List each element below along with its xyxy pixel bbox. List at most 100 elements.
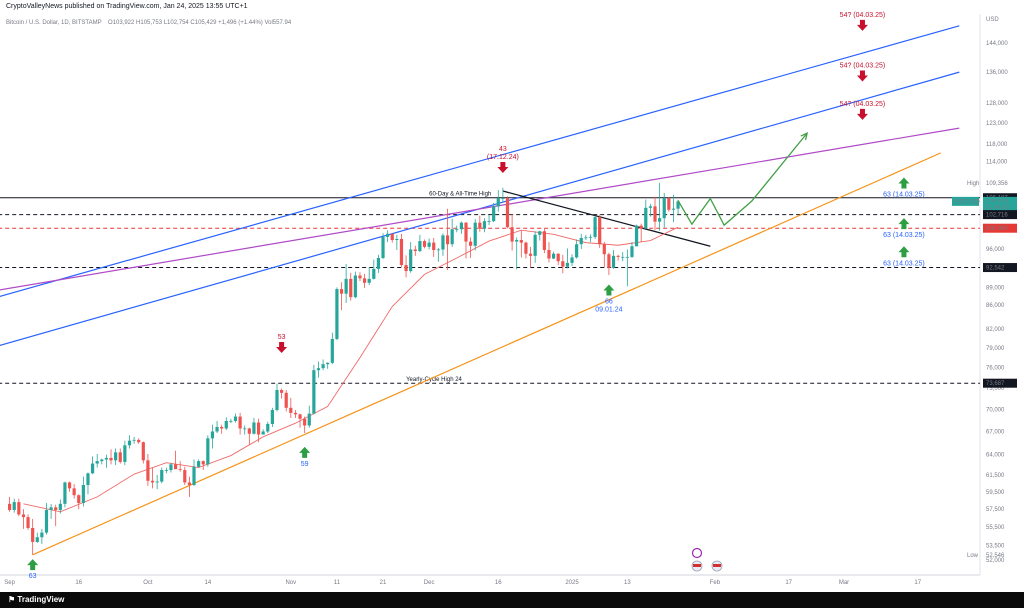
candle[interactable] — [579, 237, 583, 245]
candle[interactable] — [450, 229, 454, 245]
candle[interactable] — [26, 517, 30, 528]
candle[interactable] — [519, 240, 523, 243]
candle[interactable] — [243, 428, 247, 430]
candle[interactable] — [639, 225, 643, 229]
candle[interactable] — [330, 338, 334, 363]
candle[interactable] — [616, 255, 620, 257]
candle[interactable] — [270, 409, 274, 424]
candle[interactable] — [418, 241, 422, 252]
event-icons[interactable] — [691, 547, 723, 572]
price-tag[interactable] — [983, 210, 1017, 220]
candle[interactable] — [427, 242, 431, 247]
candle[interactable] — [492, 206, 496, 222]
candle[interactable] — [261, 431, 265, 435]
candle[interactable] — [326, 362, 330, 365]
candle[interactable] — [367, 278, 371, 283]
candle[interactable] — [123, 445, 127, 462]
price-tag[interactable] — [983, 196, 1017, 206]
candle[interactable] — [662, 198, 666, 219]
tradingview-logo[interactable]: ⚑ TradingView — [8, 595, 64, 604]
candle[interactable] — [12, 502, 16, 510]
candle[interactable] — [395, 238, 399, 241]
candle[interactable] — [21, 514, 26, 518]
candle[interactable] — [187, 482, 191, 485]
candle[interactable] — [528, 253, 533, 256]
candle[interactable] — [8, 503, 12, 510]
candle[interactable] — [432, 242, 436, 250]
candle[interactable] — [335, 289, 339, 339]
price-axis[interactable]: 144,000 136,000 128,000 123,000 118,000 114,0… — [952, 17, 1017, 564]
candle[interactable] — [132, 439, 136, 441]
candle[interactable] — [533, 234, 537, 256]
candle[interactable] — [358, 275, 362, 279]
candle[interactable] — [173, 464, 178, 470]
candle[interactable] — [118, 452, 122, 462]
candle[interactable] — [197, 461, 201, 467]
candle[interactable] — [349, 278, 353, 298]
candle[interactable] — [353, 275, 357, 298]
candle[interactable] — [469, 241, 473, 246]
candle[interactable] — [206, 438, 210, 465]
candle[interactable] — [362, 278, 367, 283]
candle[interactable] — [501, 198, 505, 199]
candle[interactable] — [146, 460, 150, 481]
candle[interactable] — [561, 261, 565, 267]
candle[interactable] — [658, 218, 662, 222]
candle[interactable] — [538, 231, 542, 235]
candle[interactable] — [220, 426, 224, 429]
candle[interactable] — [275, 390, 279, 410]
candle[interactable] — [611, 255, 616, 268]
candle[interactable] — [630, 246, 634, 257]
price-tag[interactable] — [983, 378, 1017, 388]
candle[interactable] — [390, 233, 394, 241]
candle[interactable] — [58, 503, 62, 510]
candle[interactable] — [298, 414, 302, 419]
candle[interactable] — [114, 452, 118, 461]
candles[interactable] — [8, 182, 680, 555]
candle[interactable] — [653, 206, 657, 222]
candle[interactable] — [169, 464, 173, 471]
candle[interactable] — [17, 502, 21, 515]
horizontal-levels[interactable]: 60-Day & All-Time High Yearly-Cycle High … — [0, 192, 980, 576]
candle[interactable] — [49, 507, 53, 510]
candle[interactable] — [100, 459, 104, 462]
candle[interactable] — [372, 268, 376, 279]
candle[interactable] — [648, 206, 652, 208]
candle[interactable] — [547, 249, 551, 259]
candle[interactable] — [201, 461, 205, 465]
candle[interactable] — [252, 422, 256, 434]
candle[interactable] — [482, 221, 487, 229]
candle[interactable] — [404, 265, 408, 272]
candle[interactable] — [505, 198, 510, 228]
candle[interactable] — [224, 420, 228, 429]
candle[interactable] — [31, 527, 35, 542]
trendline[interactable] — [0, 127, 960, 291]
candle[interactable] — [445, 235, 450, 245]
time-axis[interactable]: Sep 16 Oct 14 Nov 11 21 Dec 16 2025 13 Feb 17 Mar 17 — [4, 580, 922, 586]
candle[interactable] — [312, 370, 316, 414]
candle[interactable] — [565, 262, 570, 267]
candle[interactable] — [137, 439, 141, 443]
trendline[interactable] — [32, 152, 942, 556]
candle[interactable] — [164, 470, 168, 471]
candle[interactable] — [459, 222, 463, 230]
candle[interactable] — [464, 222, 468, 242]
trendline[interactable] — [0, 71, 960, 348]
candle[interactable] — [487, 221, 491, 222]
candle[interactable] — [575, 244, 579, 258]
candle[interactable] — [316, 368, 321, 371]
candle[interactable] — [284, 392, 288, 408]
candle[interactable] — [441, 235, 445, 250]
candle[interactable] — [229, 420, 233, 422]
candle[interactable] — [556, 253, 560, 262]
candle[interactable] — [280, 390, 284, 393]
event-icon[interactable] — [691, 547, 703, 559]
candle[interactable] — [344, 278, 348, 294]
candle[interactable] — [307, 413, 311, 426]
candle[interactable] — [542, 231, 546, 250]
candle[interactable] — [321, 364, 325, 369]
candle[interactable] — [178, 469, 182, 471]
candle[interactable] — [40, 532, 44, 538]
candle[interactable] — [634, 225, 639, 247]
candle[interactable] — [81, 484, 85, 503]
